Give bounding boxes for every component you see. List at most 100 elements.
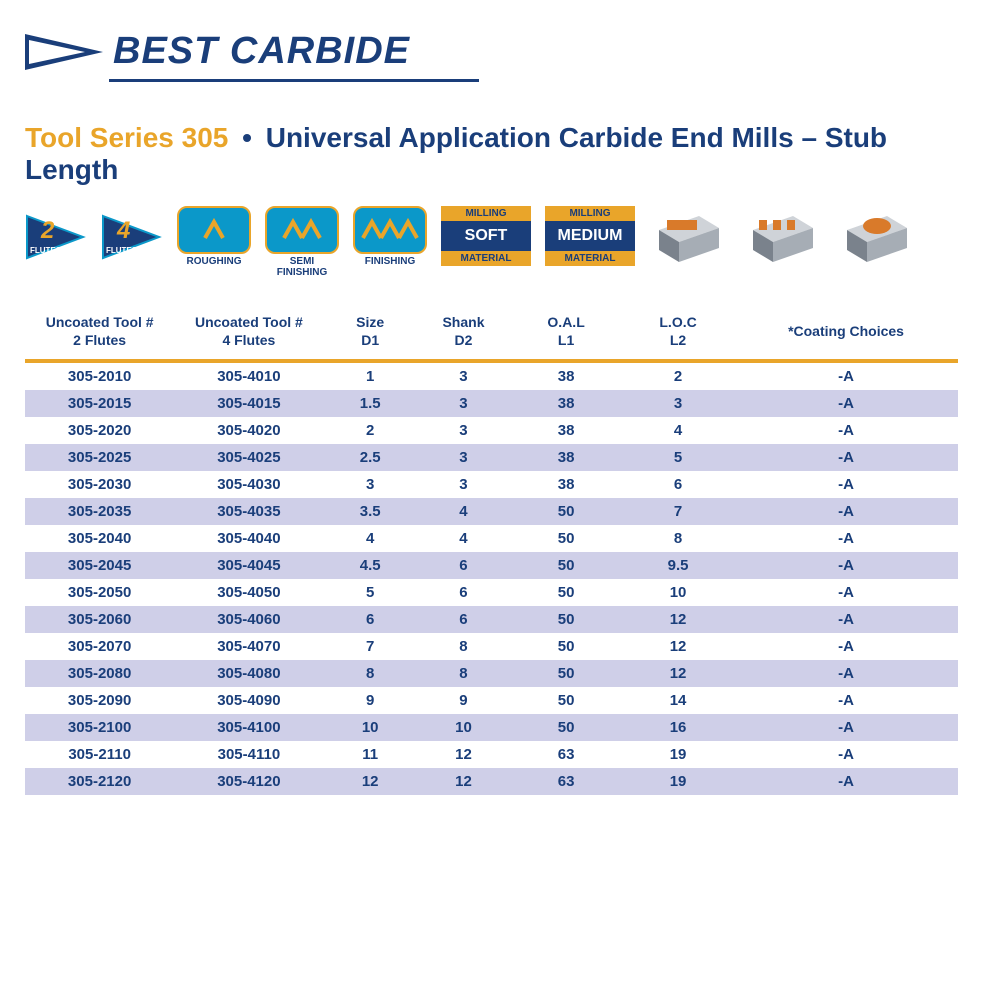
brand-header: BEST CARBIDE (25, 30, 958, 73)
table-cell: 6 (417, 552, 510, 579)
table-cell: 38 (510, 417, 622, 444)
table-cell: -A (734, 579, 958, 606)
table-cell: 305-4010 (174, 363, 323, 390)
material-medium-icon: MILLING MEDIUM MATERIAL (545, 206, 635, 266)
table-cell: 14 (622, 687, 734, 714)
table-row: 305-2070305-4070785012-A (25, 633, 958, 660)
table-cell: 8 (324, 660, 417, 687)
table-cell: 305-2060 (25, 606, 174, 633)
column-header-3: ShankD2 (417, 306, 510, 359)
table-cell: 12 (324, 768, 417, 795)
spec-table-head: Uncoated Tool #2 FlutesUncoated Tool #4 … (25, 306, 958, 363)
table-cell: -A (734, 768, 958, 795)
table-cell: 8 (622, 525, 734, 552)
op-label: FINISHING (365, 256, 416, 267)
table-cell: 38 (510, 390, 622, 417)
table-cell: 19 (622, 741, 734, 768)
column-header-2: SizeD1 (324, 306, 417, 359)
op-label: SEMIFINISHING (277, 256, 328, 278)
table-cell: 305-2035 (25, 498, 174, 525)
material-mid-label: SOFT (441, 221, 531, 251)
table-cell: 3 (417, 390, 510, 417)
table-cell: 305-4120 (174, 768, 323, 795)
table-cell: 2 (622, 363, 734, 390)
table-cell: 38 (510, 471, 622, 498)
table-cell: 63 (510, 741, 622, 768)
column-header-6: *Coating Choices (734, 306, 958, 359)
table-cell: 12 (417, 768, 510, 795)
material-soft-icon: MILLING SOFT MATERIAL (441, 206, 531, 266)
table-cell: 3 (417, 363, 510, 390)
table-cell: 305-4015 (174, 390, 323, 417)
table-cell: 50 (510, 660, 622, 687)
table-row: 305-2060305-4060665012-A (25, 606, 958, 633)
table-row: 305-2045305-40454.56509.5-A (25, 552, 958, 579)
table-cell: 305-2030 (25, 471, 174, 498)
op-finishing-icon: FINISHING (353, 206, 427, 267)
table-cell: 305-4080 (174, 660, 323, 687)
material-top-label: MILLING (545, 206, 635, 221)
table-row: 305-2080305-4080885012-A (25, 660, 958, 687)
column-header-4: O.A.LL1 (510, 306, 622, 359)
table-cell: -A (734, 525, 958, 552)
table-cell: 305-4060 (174, 606, 323, 633)
table-cell: 305-4030 (174, 471, 323, 498)
flutes-2-icon: 2 FLUTES (25, 206, 87, 273)
table-row: 305-2010305-401013382-A (25, 363, 958, 390)
table-cell: 4 (324, 525, 417, 552)
table-cell: 305-2015 (25, 390, 174, 417)
table-cell: 305-2010 (25, 363, 174, 390)
operation-3d-icon-3 (837, 206, 917, 273)
capability-icon-row: 2 FLUTES 4 FLUTES ROUGHING SEMIFINISHING F… (25, 206, 958, 278)
table-cell: 50 (510, 633, 622, 660)
table-cell: 8 (417, 633, 510, 660)
table-row: 305-2035305-40353.54507-A (25, 498, 958, 525)
table-row: 305-2100305-410010105016-A (25, 714, 958, 741)
table-cell: 5 (622, 444, 734, 471)
material-bot-label: MATERIAL (545, 251, 635, 266)
table-cell: 4.5 (324, 552, 417, 579)
table-row: 305-2110305-411011126319-A (25, 741, 958, 768)
table-cell: -A (734, 714, 958, 741)
table-cell: 9.5 (622, 552, 734, 579)
table-cell: -A (734, 660, 958, 687)
flutes-4-icon: 4 FLUTES (101, 206, 163, 273)
table-cell: 50 (510, 579, 622, 606)
table-cell: -A (734, 390, 958, 417)
table-cell: -A (734, 552, 958, 579)
table-cell: 305-4040 (174, 525, 323, 552)
material-mid-label: MEDIUM (545, 221, 635, 251)
column-header-5: L.O.CL2 (622, 306, 734, 359)
table-cell: 10 (324, 714, 417, 741)
table-cell: 3 (417, 444, 510, 471)
table-cell: -A (734, 498, 958, 525)
table-row: 305-2030305-403033386-A (25, 471, 958, 498)
table-cell: 3 (417, 417, 510, 444)
brand-triangle-icon (25, 32, 105, 72)
table-cell: -A (734, 471, 958, 498)
op-semi-finishing-icon: SEMIFINISHING (265, 206, 339, 278)
operation-3d-icon-1 (649, 206, 729, 273)
svg-text:4: 4 (116, 217, 130, 244)
table-cell: 305-2090 (25, 687, 174, 714)
table-cell: 305-4025 (174, 444, 323, 471)
spec-table: Uncoated Tool #2 FlutesUncoated Tool #4 … (25, 306, 958, 795)
spec-table-body: 305-2010305-401013382-A305-2015305-40151… (25, 363, 958, 795)
table-cell: 50 (510, 714, 622, 741)
op-roughing-icon: ROUGHING (177, 206, 251, 267)
table-cell: 9 (417, 687, 510, 714)
table-cell: 305-4035 (174, 498, 323, 525)
table-cell: 305-2080 (25, 660, 174, 687)
table-cell: 305-2020 (25, 417, 174, 444)
table-cell: 2 (324, 417, 417, 444)
table-cell: 305-4070 (174, 633, 323, 660)
table-cell: 3.5 (324, 498, 417, 525)
table-cell: 4 (417, 498, 510, 525)
table-cell: 7 (622, 498, 734, 525)
table-cell: 4 (622, 417, 734, 444)
column-header-0: Uncoated Tool #2 Flutes (25, 306, 174, 359)
table-cell: 305-4100 (174, 714, 323, 741)
table-cell: 6 (324, 606, 417, 633)
table-cell: 50 (510, 498, 622, 525)
table-cell: 50 (510, 525, 622, 552)
